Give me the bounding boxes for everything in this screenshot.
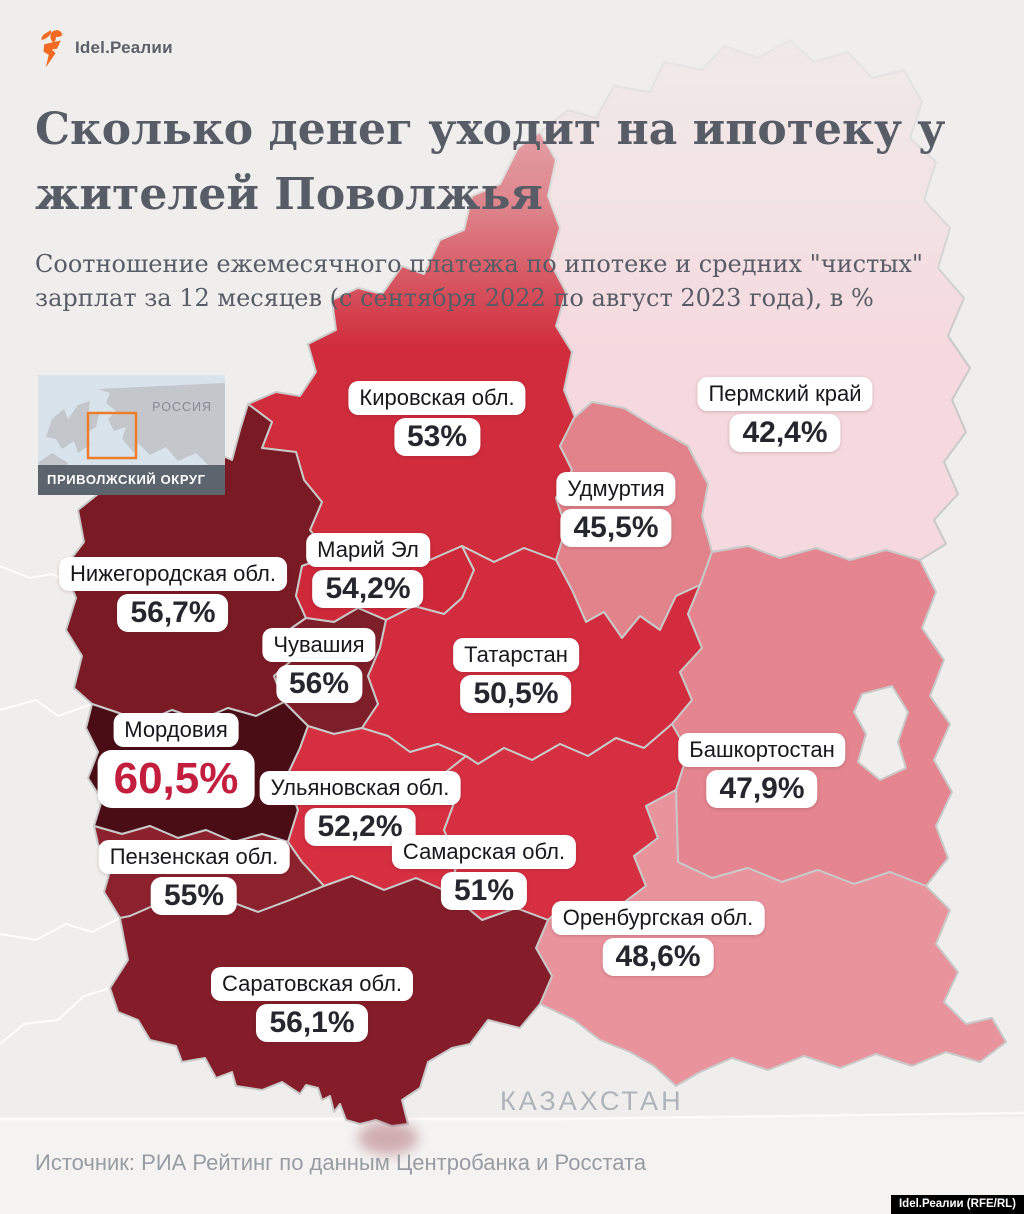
region-label-kirov: Кировская обл. 53% — [348, 381, 526, 456]
saratov-tail-fade — [358, 1121, 418, 1155]
region-label-saratovskaya: Саратовская обл. 56,1% — [210, 967, 414, 1042]
region-name: Самарская обл. — [391, 835, 577, 869]
region-value: 60,5% — [97, 750, 255, 808]
kazakhstan-border-line — [0, 1111, 1024, 1121]
region-shape-saratovskaya — [109, 875, 553, 1127]
region-name: Кировская обл. — [348, 381, 526, 415]
region-value: 52,2% — [304, 808, 416, 846]
region-name: Оренбургская обл. — [551, 901, 765, 935]
brand-name: Idel.Реалии — [75, 38, 173, 57]
region-label-mordovia: Мордовия 60,5% — [97, 713, 255, 808]
region-label-orenburgskaya: Оренбургская обл. 48,6% — [551, 901, 765, 976]
kazakhstan-area — [0, 1117, 1024, 1214]
watermark-badge: Idel.Реалии (RFE/RL) — [890, 1195, 1024, 1214]
region-shape-orenburgskaya — [535, 789, 1007, 1087]
region-name: Башкортостан — [678, 733, 846, 767]
region-value: 45,5% — [560, 509, 672, 547]
region-value: 42,4% — [729, 414, 841, 452]
district-highlight-box — [86, 411, 138, 460]
inset-district-label: ПРИВОЛЖСКИЙ ОКРУГ — [38, 465, 225, 495]
region-label-penzenskaya: Пензенская обл. 55% — [98, 840, 290, 915]
region-value: 56,7% — [117, 594, 229, 632]
bashkortostan-enclave — [853, 685, 909, 781]
region-name: Ульяновская обл. — [259, 771, 461, 805]
region-value: 56% — [275, 665, 363, 703]
region-value: 51% — [440, 872, 528, 910]
region-value: 53% — [393, 418, 481, 456]
region-name: Татарстан — [453, 638, 579, 672]
region-label-ulyanovskaya: Ульяновская обл. 52,2% — [259, 771, 461, 846]
region-name: Чувашия — [262, 628, 376, 662]
region-name: Мордовия — [113, 713, 239, 747]
source-caption: Источник: РИА Рейтинг по данным Центроба… — [35, 1150, 647, 1175]
region-value: 54,2% — [312, 570, 424, 608]
region-label-samarskaya: Самарская обл. 51% — [391, 835, 577, 910]
region-label-nizhegorodskaya: Нижегородская обл. 56,7% — [59, 557, 287, 632]
region-name: Марий Эл — [306, 533, 430, 567]
region-label-mari_el: Марий Эл 54,2% — [306, 533, 430, 608]
region-shape-bashkortostan — [671, 545, 953, 887]
header-fade-overlay — [0, 0, 1024, 348]
inset-country-label: РОССИЯ — [152, 400, 212, 414]
region-value: 56,1% — [256, 1004, 368, 1042]
region-label-perm: Пермский край 42,4% — [697, 377, 873, 452]
torch-icon — [41, 30, 63, 68]
region-label-tatarstan: Татарстан 50,5% — [453, 638, 579, 713]
region-value: 55% — [150, 877, 238, 915]
page-subtitle: Соотношение ежемесячного платежа по ипот… — [35, 250, 923, 313]
region-name: Пермский край — [697, 377, 873, 411]
region-label-udmurtia: Удмуртия 45,5% — [556, 472, 676, 547]
region-value: 48,6% — [602, 938, 714, 976]
region-label-bashkortostan: Башкортостан 47,9% — [678, 733, 846, 808]
region-name: Нижегородская обл. — [59, 557, 287, 591]
region-value: 50,5% — [460, 675, 572, 713]
region-value: 47,9% — [706, 770, 818, 808]
region-name: Саратовская обл. — [210, 967, 414, 1001]
neighbor-country-label: КАЗАХСТАН — [500, 1086, 684, 1116]
region-name: Удмуртия — [556, 472, 676, 506]
russia-locator-inset: РОССИЯ ПРИВОЛЖСКИЙ ОКРУГ — [38, 375, 225, 495]
region-label-chuvashia: Чувашия 56% — [262, 628, 376, 703]
brand-logo: Idel.Реалии — [36, 26, 173, 70]
region-name: Пензенская обл. — [98, 840, 290, 874]
page-title: Сколько денег уходит на ипотеку у жителе… — [35, 104, 946, 220]
